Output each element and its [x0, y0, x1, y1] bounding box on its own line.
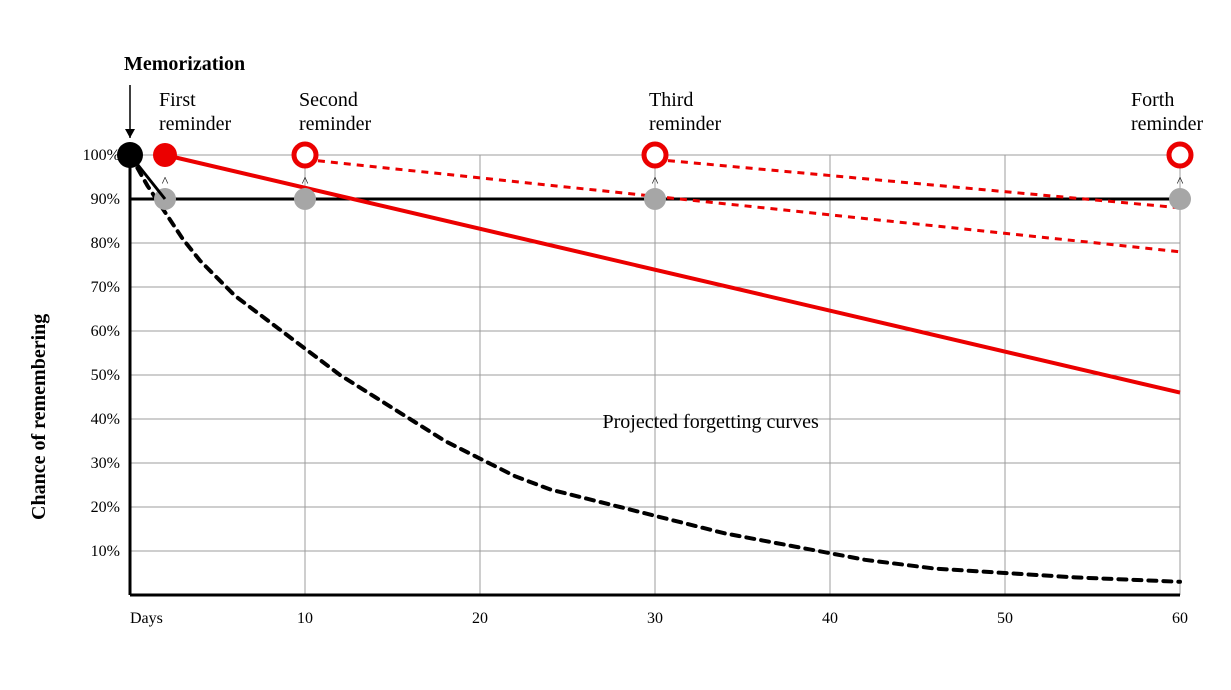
label-third-reminder: Third reminder — [649, 88, 721, 136]
gray-marker — [1169, 188, 1191, 210]
gray-marker — [644, 188, 666, 210]
y-tick-label: 60% — [91, 323, 120, 340]
label-second-reminder: Second reminder — [299, 88, 371, 136]
x-tick-label: 10 — [297, 610, 313, 627]
y-tick-label: 50% — [91, 367, 120, 384]
y-tick-label: 30% — [91, 455, 120, 472]
y-tick-label: 100% — [83, 147, 120, 164]
caret-icon: ^ — [302, 175, 309, 190]
memorization-marker — [117, 142, 143, 168]
y-tick-label: 90% — [91, 191, 120, 208]
caret-icon: ^ — [652, 175, 659, 190]
reminder-marker-hollow — [1169, 144, 1191, 166]
x-tick-label: 50 — [997, 610, 1013, 627]
label-first-reminder: First reminder — [159, 88, 231, 136]
x-tick-label: 20 — [472, 610, 488, 627]
caret-icon: ^ — [162, 175, 169, 190]
y-tick-label: 20% — [91, 499, 120, 516]
caret-icon: ^ — [1177, 175, 1184, 190]
label-memorization: Memorization — [124, 52, 245, 76]
x-axis-title: Days — [130, 610, 163, 627]
x-tick-label: 30 — [647, 610, 663, 627]
reminder-marker-hollow — [294, 144, 316, 166]
reminder-marker-filled — [153, 143, 177, 167]
x-tick-label: 40 — [822, 610, 838, 627]
y-tick-label: 80% — [91, 235, 120, 252]
gray-marker — [294, 188, 316, 210]
y-tick-label: 40% — [91, 411, 120, 428]
y-tick-label: 10% — [91, 543, 120, 560]
label-forth-reminder: Forth reminder — [1131, 88, 1203, 136]
y-axis-title: Chance of remembering — [28, 314, 51, 520]
reminder-marker-hollow — [644, 144, 666, 166]
y-tick-label: 70% — [91, 279, 120, 296]
x-tick-label: 60 — [1172, 610, 1188, 627]
forgetting-curve-label: Projected forgetting curves — [603, 411, 819, 433]
forgetting-curve-chart: Chance of remembering Memorization First… — [0, 0, 1231, 690]
